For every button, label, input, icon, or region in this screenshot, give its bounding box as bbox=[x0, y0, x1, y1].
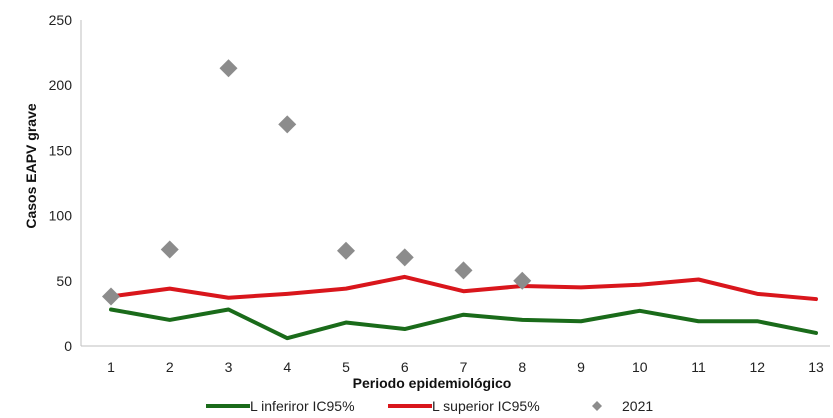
y-tick-label: 150 bbox=[49, 142, 73, 158]
x-tick-label: 3 bbox=[225, 359, 233, 375]
y-tick-label: 0 bbox=[64, 338, 72, 354]
scatter-point bbox=[513, 271, 532, 290]
scatter-point bbox=[395, 248, 414, 267]
y-tick-labels: 0 50 100 150 200 250 bbox=[49, 12, 73, 354]
y-axis: 0 50 100 150 200 250 bbox=[49, 12, 82, 354]
x-tick-label: 12 bbox=[749, 359, 765, 375]
scatter-point bbox=[160, 240, 179, 259]
y-axis-title: Casos EAPV grave bbox=[23, 103, 39, 228]
legend-label-0: L inferiror IC95% bbox=[250, 398, 355, 414]
y-tick-label: 200 bbox=[49, 77, 73, 93]
x-tick-label: 1 bbox=[107, 359, 115, 375]
y-tick-label: 50 bbox=[56, 273, 72, 289]
x-tick-label: 10 bbox=[632, 359, 648, 375]
scatter-point bbox=[102, 287, 120, 306]
x-tick-label: 2 bbox=[166, 359, 174, 375]
x-tick-label: 6 bbox=[401, 359, 409, 375]
legend-label-2: 2021 bbox=[622, 398, 653, 414]
series-line-0 bbox=[109, 307, 818, 341]
y-tick-label: 100 bbox=[49, 208, 73, 224]
x-axis-title: Periodo epidemiológico bbox=[353, 375, 512, 391]
legend-swatch-2 bbox=[592, 401, 602, 411]
x-tick-label: 13 bbox=[808, 359, 824, 375]
plot-area bbox=[102, 59, 818, 341]
x-tick-label: 4 bbox=[283, 359, 291, 375]
x-axis: 1 2 3 4 5 6 7 8 9 10 11 12 13 bbox=[81, 345, 830, 375]
scatter-point bbox=[219, 59, 238, 78]
scatter-point bbox=[278, 115, 297, 134]
scatter-point bbox=[337, 241, 355, 260]
y-tick-label: 250 bbox=[49, 12, 73, 28]
x-tick-label: 7 bbox=[460, 359, 468, 375]
x-tick-label: 11 bbox=[691, 359, 706, 375]
x-tick-labels: 1 2 3 4 5 6 7 8 9 10 11 12 13 bbox=[107, 359, 824, 375]
x-tick-label: 8 bbox=[518, 359, 526, 375]
x-tick-label: 5 bbox=[342, 359, 350, 375]
legend-label-1: L superior IC95% bbox=[432, 398, 540, 414]
legend: L inferiror IC95% L superior IC95% 2021 bbox=[206, 398, 653, 414]
series-line-1 bbox=[109, 274, 818, 302]
x-tick-label: 9 bbox=[577, 359, 585, 375]
scatter-point bbox=[454, 261, 473, 280]
